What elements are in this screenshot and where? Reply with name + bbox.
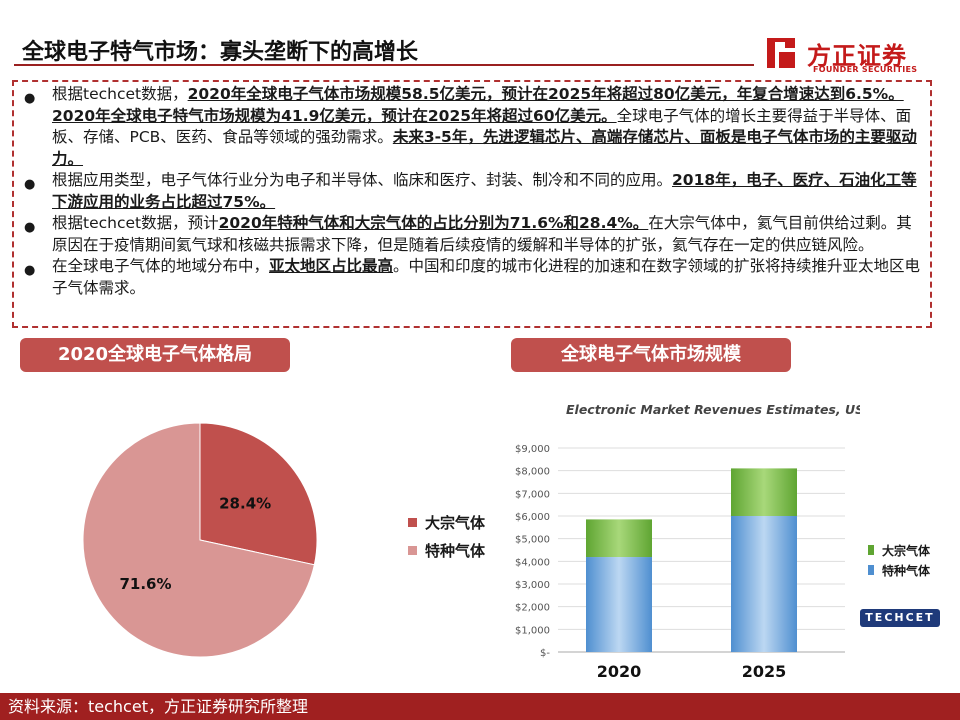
- bullet-highlight-text: 2018年，电子、医疗、石油化工等下游应用的业务占比超过75%。: [52, 171, 917, 211]
- legend-swatch: [408, 545, 417, 555]
- bullet-highlight-text: 2020年特种气体和大宗气体的占比分别为71.6%和28.4%。: [218, 214, 649, 232]
- bar-legend-label: 大宗气体: [882, 543, 931, 558]
- pie-data-label: 71.6%: [119, 575, 171, 593]
- source-footer: 资料来源：techcet，方正证券研究所整理: [0, 693, 960, 720]
- y-tick-label: $-: [540, 648, 550, 659]
- bullet-dot-icon: ●: [24, 91, 36, 106]
- summary-box: [12, 80, 932, 328]
- bar-legend-item: 特种气体: [868, 560, 930, 580]
- y-tick-label: $1,000: [515, 625, 550, 636]
- pie-legend: 大宗气体 特种气体: [408, 508, 485, 564]
- pie-slice: [82, 422, 315, 658]
- logo-english: FOUNDER SECURITIES: [813, 65, 918, 74]
- pie-legend-item: 特种气体: [408, 536, 485, 564]
- bullet-text: 在大宗气体中，氦气目前供给过剩。其原因在于疫情期间氦气球和核磁共振需求下降，但是…: [52, 214, 912, 254]
- bullet-text: 根据techcet数据，: [52, 85, 188, 103]
- bar-segment: [731, 516, 797, 652]
- legend-swatch: [408, 517, 417, 527]
- y-tick-label: $9,000: [515, 444, 550, 455]
- techcet-watermark-logo: TECHCET: [860, 609, 940, 627]
- bullet-highlight-text: 亚太地区占比最高: [269, 257, 394, 275]
- title-divider: [14, 64, 754, 66]
- bullet-item: ● 在全球电子气体的地域分布中，亚太地区占比最高。中国和印度的城市化进程的加速和在…: [22, 256, 927, 299]
- y-tick-label: $5,000: [515, 535, 550, 546]
- founder-logo-icon: [767, 38, 795, 68]
- x-tick-label: 2020: [597, 662, 642, 681]
- y-tick-label: $8,000: [515, 467, 550, 478]
- bullet-text: 在全球电子气体的地域分布中，: [52, 257, 270, 275]
- pie-legend-item: 大宗气体: [408, 508, 485, 536]
- bar-segment: [586, 519, 652, 558]
- y-tick-label: $2,000: [515, 603, 550, 614]
- bullet-dot-icon: ●: [24, 177, 36, 192]
- bullet-text: 全球电子气体的增长主要得益于半导体、面板、存储、PCB、医药、食品等领域的强劲需…: [52, 106, 912, 147]
- bar-legend-label: 特种气体: [882, 563, 931, 578]
- bar-chart-title: Electronic Market Revenues Estimates, US…: [566, 402, 860, 417]
- bullet-text: 。中国和印度的城市化进程的加速和在数字领域的扩张将持续推升亚太地区电子气体需求。: [52, 257, 921, 297]
- bar-segment: [586, 557, 652, 652]
- legend-swatch: [868, 565, 874, 575]
- pie-section-header: 2020全球电子气体格局: [20, 338, 290, 372]
- bullet-item: ● 根据应用类型，电子气体行业分为电子和半导体、临床和医疗、封装、制冷和不同的应用…: [22, 170, 927, 213]
- bullet-dot-icon: ●: [24, 220, 36, 235]
- bullet-text: 根据techcet数据，预计: [52, 214, 219, 232]
- x-tick-label: 2025: [742, 662, 787, 681]
- pie-legend-label: 大宗气体: [425, 513, 486, 532]
- bar-chart: Electronic Market Revenues Estimates, US…: [515, 402, 860, 681]
- bullet-list: ● 根据techcet数据，2020年全球电子气体市场规模58.5亿美元，预计在2…: [22, 84, 927, 299]
- bullet-text: 根据应用类型，电子气体行业分为电子和半导体、临床和医疗、封装、制冷和不同的应用。: [52, 171, 673, 189]
- pie-chart: 28.4% 71.6%: [82, 422, 318, 658]
- bullet-highlight-text: 未来3-5年，先进逻辑芯片、高端存储芯片、面板是电子气体市场的主要驱动力。: [52, 128, 917, 168]
- y-tick-label: $3,000: [515, 580, 550, 591]
- bullet-highlight-text: 2020年全球电子气体市场规模58.5亿美元，预计在2025年将超过80亿美元，…: [52, 85, 904, 125]
- bar-segment: [731, 468, 797, 516]
- legend-swatch: [868, 545, 874, 555]
- pie-data-label: 28.4%: [219, 495, 271, 513]
- y-tick-label: $4,000: [515, 557, 550, 568]
- pie-slice: [199, 422, 318, 566]
- bar-section-header: 全球电子气体市场规模: [511, 338, 791, 372]
- bar-legend: 大宗气体 特种气体: [868, 540, 930, 580]
- founder-logo: 方正证券 FOUNDER SECURITIES: [763, 34, 943, 78]
- bullet-dot-icon: ●: [24, 263, 36, 278]
- pie-legend-label: 特种气体: [425, 541, 486, 560]
- bullet-item: ● 根据techcet数据，预计2020年特种气体和大宗气体的占比分别为71.6%…: [22, 213, 927, 256]
- bar-legend-item: 大宗气体: [868, 540, 930, 560]
- bullet-item: ● 根据techcet数据，2020年全球电子气体市场规模58.5亿美元，预计在2…: [22, 84, 927, 170]
- page-title: 全球电子特气市场：寡头垄断下的高增长: [22, 40, 419, 65]
- y-tick-label: $7,000: [515, 489, 550, 500]
- y-tick-label: $6,000: [515, 512, 550, 523]
- logo-chinese: 方正证券: [807, 42, 907, 70]
